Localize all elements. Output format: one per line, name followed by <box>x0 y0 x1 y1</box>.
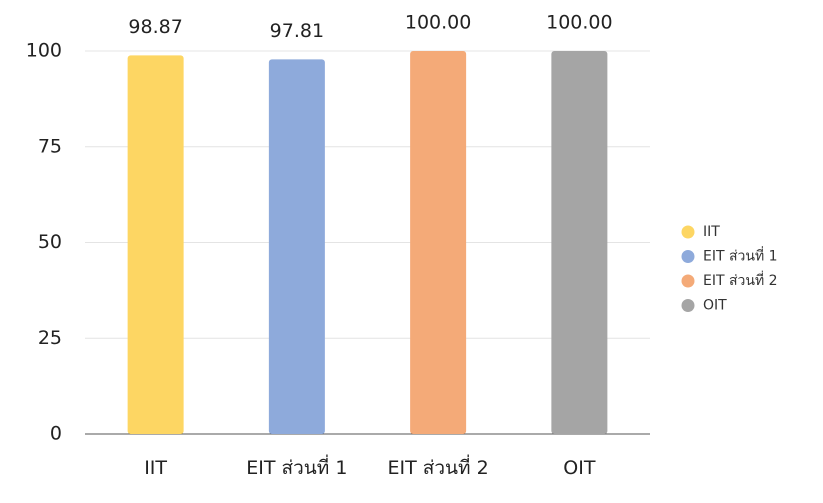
x-tick-label: OIT <box>563 457 596 479</box>
x-tick-label: EIT ส่วนที่ 1 <box>246 457 348 479</box>
legend-swatch <box>681 274 695 288</box>
legend-swatch <box>681 299 695 312</box>
legend-label: OIT <box>703 298 727 314</box>
y-tick-label: 100 <box>26 40 62 62</box>
bar <box>410 51 467 434</box>
y-tick-label: 25 <box>38 327 62 349</box>
legend-swatch <box>681 225 695 239</box>
bar <box>268 59 325 435</box>
bar <box>127 55 184 434</box>
legend-label: EIT ส่วนที่ 2 <box>703 271 778 289</box>
bar <box>551 51 608 434</box>
x-tick-label: IIT <box>144 457 168 479</box>
value-label: 100.00 <box>546 12 612 34</box>
y-tick-label: 75 <box>38 135 62 157</box>
x-tick-label: EIT ส่วนที่ 2 <box>387 457 489 479</box>
value-label: 98.87 <box>128 16 182 38</box>
value-label: 100.00 <box>405 12 471 34</box>
legend-label: EIT ส่วนที่ 1 <box>703 247 778 265</box>
legend-label: IIT <box>703 224 720 240</box>
y-tick-label: 0 <box>50 423 62 445</box>
legend-swatch <box>681 250 695 263</box>
value-label: 97.81 <box>270 20 324 42</box>
y-tick-label: 50 <box>38 231 62 253</box>
